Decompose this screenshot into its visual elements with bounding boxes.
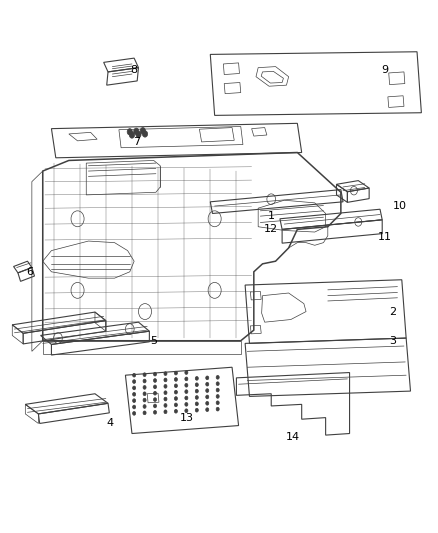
Text: 5: 5 xyxy=(150,336,157,346)
Circle shape xyxy=(195,408,198,412)
Circle shape xyxy=(185,390,188,393)
Text: 12: 12 xyxy=(264,224,278,235)
Text: 2: 2 xyxy=(389,306,397,317)
Text: 7: 7 xyxy=(133,137,140,147)
Circle shape xyxy=(143,385,146,389)
Circle shape xyxy=(216,375,219,379)
Circle shape xyxy=(216,388,219,392)
Circle shape xyxy=(206,382,209,386)
Circle shape xyxy=(133,386,136,390)
Text: 8: 8 xyxy=(131,66,138,75)
Circle shape xyxy=(134,128,139,134)
Circle shape xyxy=(133,405,136,409)
Circle shape xyxy=(142,131,148,137)
Circle shape xyxy=(153,385,156,389)
Circle shape xyxy=(143,373,146,376)
Circle shape xyxy=(164,372,167,375)
Circle shape xyxy=(185,402,188,406)
Circle shape xyxy=(206,376,209,379)
Text: 14: 14 xyxy=(286,432,300,442)
Circle shape xyxy=(174,403,177,407)
Circle shape xyxy=(174,377,177,381)
Circle shape xyxy=(206,395,209,399)
Circle shape xyxy=(143,398,146,402)
Circle shape xyxy=(164,410,167,414)
Circle shape xyxy=(174,371,177,375)
Circle shape xyxy=(164,378,167,382)
Circle shape xyxy=(206,389,209,392)
Circle shape xyxy=(185,377,188,381)
Circle shape xyxy=(185,383,188,387)
Text: 9: 9 xyxy=(381,66,388,75)
Text: 1: 1 xyxy=(268,211,275,221)
Circle shape xyxy=(195,383,198,386)
Circle shape xyxy=(143,411,146,415)
Text: 13: 13 xyxy=(179,413,193,423)
Circle shape xyxy=(185,409,188,413)
Circle shape xyxy=(153,410,156,414)
Circle shape xyxy=(164,391,167,394)
Text: 4: 4 xyxy=(106,418,114,428)
Circle shape xyxy=(133,411,136,415)
Circle shape xyxy=(195,389,198,393)
Circle shape xyxy=(143,405,146,408)
Circle shape xyxy=(195,402,198,406)
Circle shape xyxy=(206,401,209,405)
Circle shape xyxy=(153,404,156,408)
Circle shape xyxy=(174,390,177,394)
Circle shape xyxy=(129,132,134,138)
Circle shape xyxy=(174,384,177,387)
Circle shape xyxy=(164,403,167,407)
Circle shape xyxy=(195,395,198,399)
Circle shape xyxy=(195,376,198,380)
Circle shape xyxy=(216,401,219,405)
Circle shape xyxy=(216,394,219,398)
Circle shape xyxy=(153,378,156,382)
Circle shape xyxy=(216,407,219,411)
Circle shape xyxy=(174,409,177,413)
Circle shape xyxy=(136,131,141,138)
Circle shape xyxy=(174,397,177,400)
Circle shape xyxy=(133,392,136,396)
Circle shape xyxy=(185,396,188,400)
Text: 10: 10 xyxy=(392,200,406,211)
Circle shape xyxy=(164,397,167,401)
Circle shape xyxy=(143,392,146,395)
Text: 3: 3 xyxy=(389,336,396,346)
Circle shape xyxy=(133,373,136,377)
Circle shape xyxy=(185,370,188,374)
Circle shape xyxy=(206,408,209,411)
Circle shape xyxy=(133,379,136,383)
Circle shape xyxy=(140,127,145,134)
Text: 6: 6 xyxy=(26,267,33,277)
Circle shape xyxy=(143,379,146,383)
Circle shape xyxy=(133,399,136,402)
Circle shape xyxy=(216,382,219,385)
Circle shape xyxy=(153,398,156,401)
Circle shape xyxy=(127,128,132,135)
Circle shape xyxy=(153,391,156,395)
Circle shape xyxy=(164,384,167,388)
Circle shape xyxy=(153,372,156,376)
Text: 11: 11 xyxy=(378,232,392,243)
